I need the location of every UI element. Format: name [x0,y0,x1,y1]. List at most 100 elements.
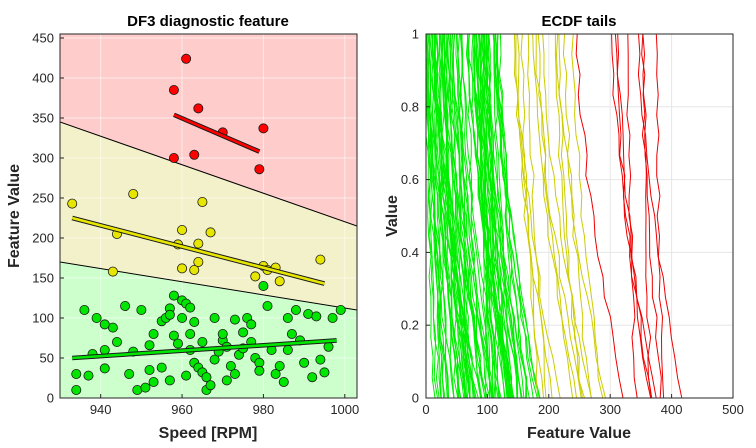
data-point [128,188,139,199]
ecdf-line [496,34,540,398]
data-point [246,319,257,330]
data-point [209,354,220,365]
ecdf-line [475,34,522,398]
data-point [71,384,82,395]
data-point [258,280,269,291]
data-point [238,327,249,338]
data-point [156,362,167,373]
data-point [144,340,155,351]
ecdf-line [616,34,653,398]
ecdf-line [477,34,523,398]
tick-label-y: 400 [32,71,54,86]
data-point [189,316,200,327]
data-point [193,256,204,267]
data-point [225,360,236,371]
ecdf-line [571,34,604,398]
data-point [185,302,196,313]
zone-boundary [60,121,357,227]
data-point [201,372,212,383]
data-point [136,304,147,315]
ecdf-line [473,34,506,398]
x-axis-label: Feature Value [527,425,631,442]
fit-line [72,339,337,360]
ecdf-line [467,34,512,398]
ecdf-line [527,34,547,398]
tick-label-y: 450 [32,31,54,46]
data-point [217,328,228,339]
chart-ecdf: 0 100 200 300 400 500 0 0.2 0.4 0.6 0.8 1 ECDF tail… [384,13,744,442]
data-point [335,304,346,315]
ecdf-line [655,34,665,398]
x-axis-label: Speed [RPM] [159,425,258,442]
data-point [172,338,183,349]
tick-label-y: 150 [32,271,54,286]
data-point [262,300,273,311]
data-point [99,319,110,330]
data-point [229,314,240,325]
tick-label-y: 0.2 [401,318,419,333]
data-point [221,375,232,386]
data-point [250,271,261,282]
tick-label-y: 300 [32,151,54,166]
chart-title: ECDF tails [541,13,616,30]
ecdf-line [532,34,577,398]
tick-label-y: 50 [40,351,54,366]
chart-df3: 940 960 980 1000 0 50 100 150 200 250 300 350 400 450… [6,13,359,442]
ecdf-line [614,34,652,398]
data-point [311,311,322,322]
ecdf-line [447,34,486,398]
tick-label-y: 100 [32,311,54,326]
ecdf-line [459,34,482,398]
tick-label-y: 0.8 [401,99,419,114]
ecdf-line [482,34,499,398]
ecdf-line [439,34,449,398]
tick-label-x: 400 [661,402,683,417]
ecdf-line [575,34,624,398]
data-point [270,368,281,379]
data-point [254,365,265,376]
data-point [286,328,297,339]
data-point [185,328,196,339]
ecdf-line [562,34,592,398]
tick-labels: 0 100 200 300 400 500 0 0.2 0.4 0.6 0.8 1 [401,27,744,418]
tick-label-y: 250 [32,191,54,206]
tick-label-x: 500 [722,402,744,417]
fit-line [71,216,325,285]
data-point [164,375,175,386]
data-point [205,227,216,238]
ecdf-line [493,34,513,398]
tick-label-y: 0.6 [401,172,419,187]
data-point [290,304,301,315]
ecdf-line [448,34,467,398]
data-point [144,364,155,375]
ecdf-line [542,34,592,398]
data-point [274,276,285,287]
data-point [107,266,118,277]
tick-label-x: 940 [90,402,112,417]
data-point [168,330,179,341]
data-point [197,336,208,347]
data-point [181,370,192,381]
tick-label-x: 300 [599,402,621,417]
data-point [91,312,102,323]
data-point [229,368,240,379]
data-point [99,363,110,374]
data-point [111,336,122,347]
ecdf-line [435,34,477,398]
data-point [124,368,135,379]
ecdf-line [641,34,652,398]
data-point [327,312,338,323]
tick-label-x: 100 [477,402,499,417]
zone-warning [60,122,357,310]
grid [60,34,357,399]
y-axis-label: Value [384,195,401,237]
data-point [189,149,200,160]
data-point [99,344,110,355]
data-point [177,263,188,274]
data-point [197,196,208,207]
data-point [209,312,220,323]
ecdf-line [467,34,515,398]
data-point [282,312,293,323]
ecdf-line [626,34,638,398]
ecdf-line [457,34,471,398]
